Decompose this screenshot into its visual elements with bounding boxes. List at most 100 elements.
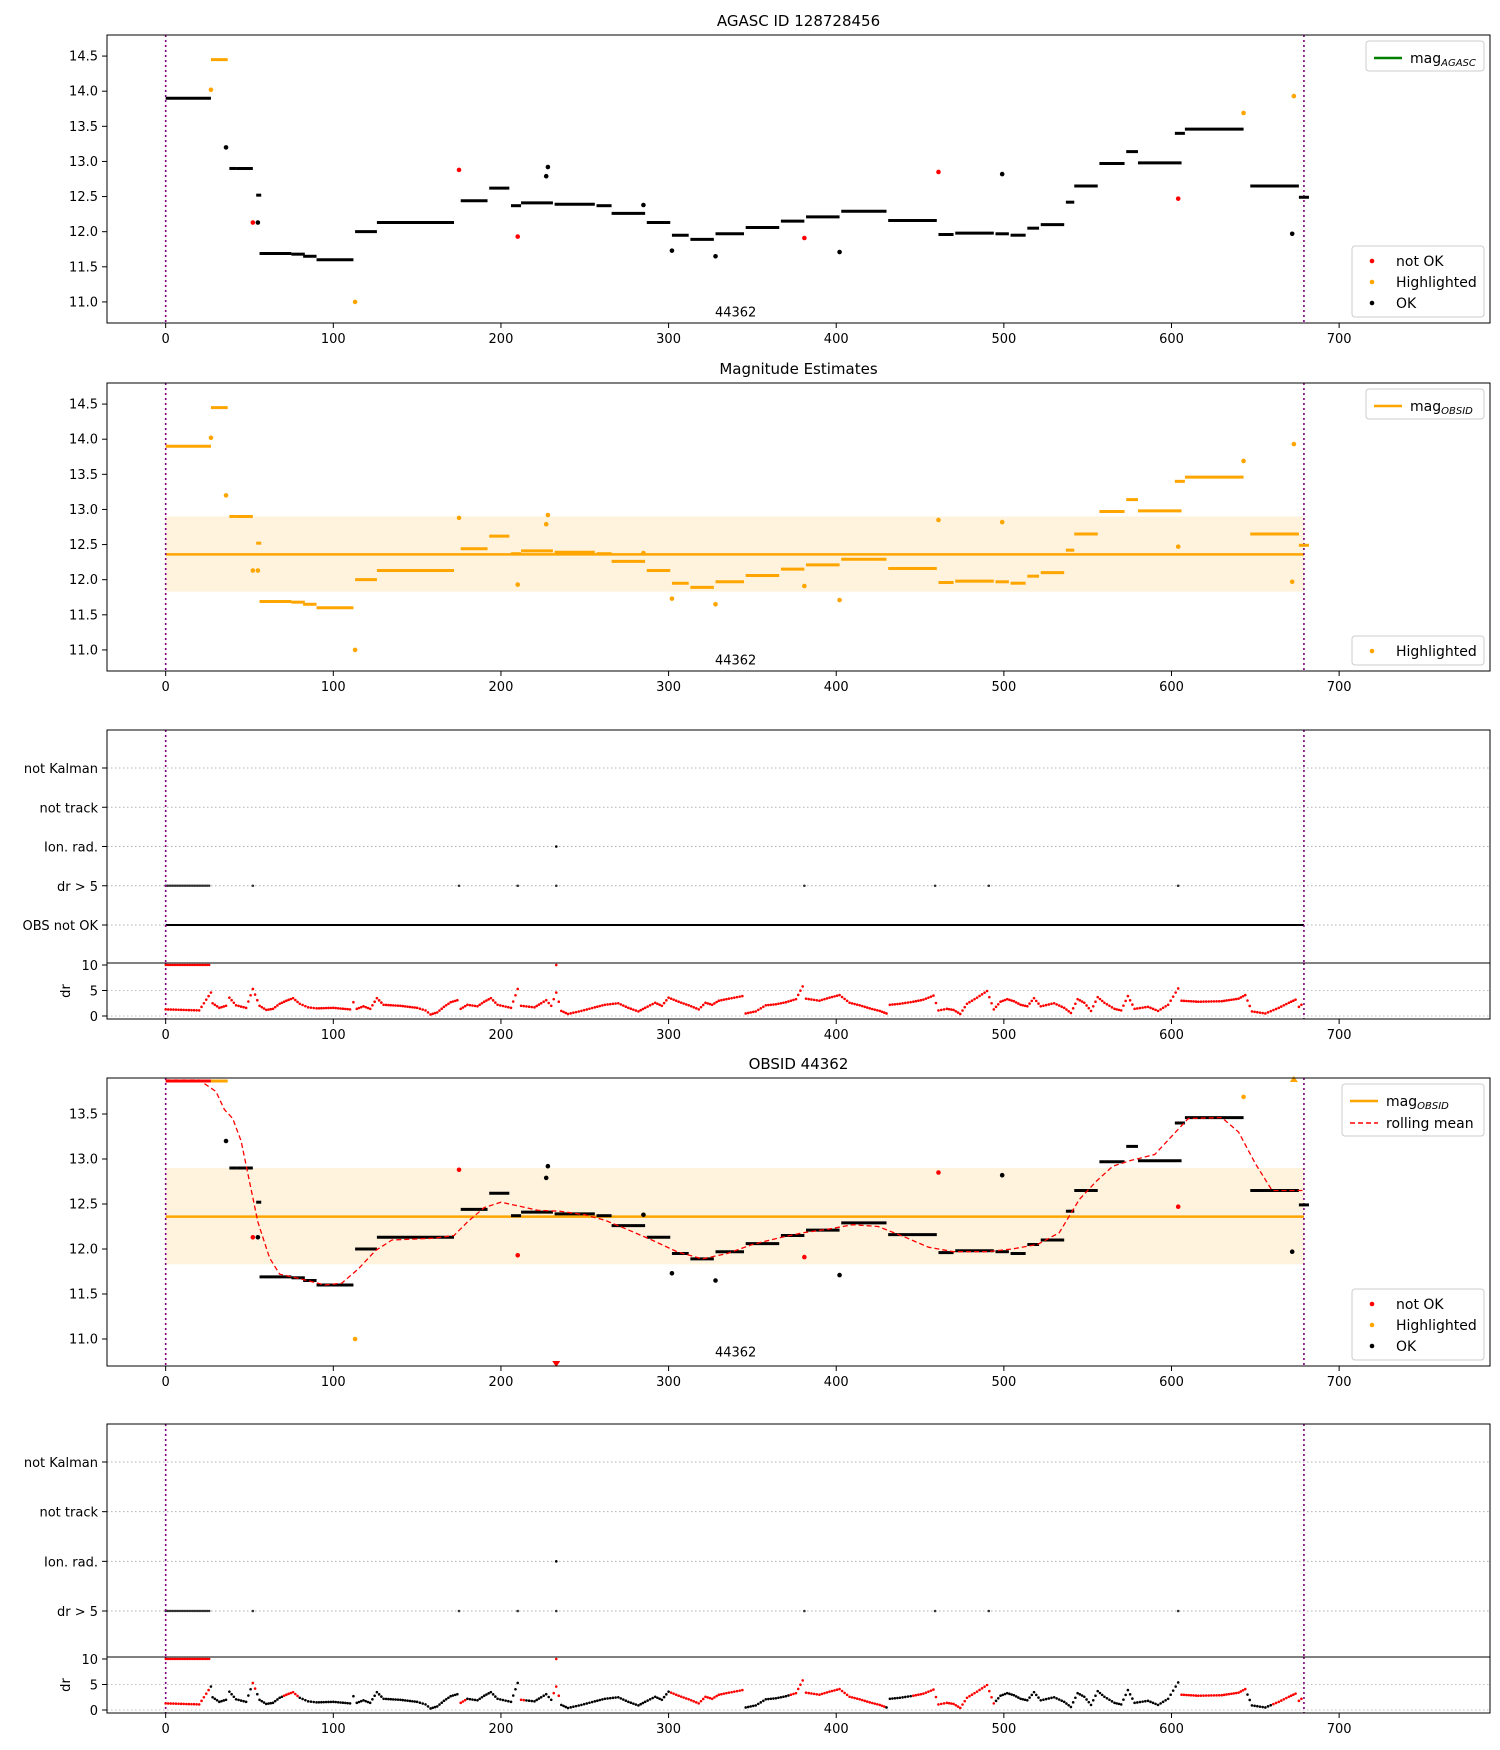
dr-point: [294, 1692, 297, 1696]
dr-point: [362, 1699, 365, 1702]
dr-point: [848, 1001, 851, 1005]
dr-point: [247, 1694, 250, 1697]
dr-over-10-marker: [167, 1657, 171, 1661]
dr-point: [784, 1694, 788, 1698]
dr-point: [1266, 1011, 1270, 1014]
ok-point: [713, 253, 718, 259]
dr-point: [1204, 1694, 1208, 1697]
dr-point: [978, 994, 981, 998]
dr-point: [970, 999, 974, 1002]
dr-point: [1258, 1705, 1262, 1708]
dr-point: [1037, 1002, 1040, 1005]
dr-point: [559, 1703, 563, 1707]
dr5-flag: [179, 884, 182, 887]
dr-point: [336, 1006, 340, 1010]
dr-point: [1019, 1003, 1022, 1007]
dr-point: [1122, 1004, 1125, 1007]
dr-point: [1300, 1697, 1303, 1701]
x-tick-label: 700: [1327, 1722, 1352, 1737]
dr-point: [810, 998, 813, 1001]
dr-point: [1144, 1005, 1147, 1009]
dr-point: [1078, 1693, 1082, 1696]
dr-point: [1156, 1009, 1160, 1013]
dr-point: [215, 1699, 219, 1702]
dr-point: [511, 1694, 515, 1697]
dr-point: [1017, 1002, 1020, 1005]
dr-point: [312, 1700, 316, 1704]
dr-point: [242, 1005, 245, 1009]
dr-point: [601, 1698, 604, 1701]
dr-point: [1241, 994, 1245, 998]
dr-point: [1164, 1699, 1167, 1702]
legend-box: [1351, 635, 1485, 666]
x-tick-label: 700: [1327, 1375, 1352, 1390]
dr-point: [1078, 999, 1082, 1002]
dr-point: [947, 1701, 951, 1705]
dr-point: [942, 1702, 946, 1705]
dr-over-10-marker: [166, 963, 169, 967]
dr-point: [787, 1694, 790, 1697]
not-ok-point: [936, 169, 941, 175]
dr-point: [213, 1697, 217, 1701]
dr5-flag: [198, 884, 201, 887]
highlighted-point: [352, 647, 358, 653]
dr5-flag: [203, 1609, 206, 1613]
dr-point: [1156, 1703, 1160, 1707]
dr-point: [329, 1700, 333, 1704]
dr-point: [1146, 1699, 1150, 1703]
dr-point: [606, 1003, 609, 1006]
dr-point: [228, 1690, 231, 1693]
dr-point: [211, 1695, 214, 1699]
ok-point: [223, 1138, 229, 1144]
highlighted-point: [255, 568, 261, 573]
dr-point: [945, 1701, 949, 1705]
dr-over-10-marker: [198, 963, 201, 967]
dr-point: [1269, 1703, 1273, 1707]
dr-point: [1246, 1693, 1249, 1696]
dr-point: [818, 999, 821, 1002]
dr-point: [278, 1696, 281, 1700]
dr-point: [572, 1011, 575, 1015]
dr-point: [756, 1008, 760, 1012]
dr-point: [406, 1005, 409, 1008]
dr-point: [689, 1699, 693, 1702]
dr-over-10-marker: [172, 963, 176, 967]
dr-point: [489, 996, 493, 1000]
panel-obsid: OBSID 44362 44362 0 100 200 300 400 500 600 700 11…: [69, 1055, 1491, 1390]
dr-point: [415, 1006, 419, 1010]
dr-point: [539, 1001, 543, 1005]
dr-point: [648, 1697, 652, 1701]
dr-over-10-marker: [203, 963, 206, 967]
y-tick-label: 12.5: [69, 538, 98, 553]
dr-point: [909, 1694, 912, 1698]
dr-point: [603, 1003, 607, 1007]
dr-point: [667, 1690, 670, 1693]
dr-point: [1067, 1009, 1070, 1013]
dr-point: [1071, 1007, 1075, 1010]
dr-point: [1001, 1693, 1005, 1697]
dr-point: [1105, 1696, 1109, 1700]
dr-point: [1243, 1687, 1247, 1691]
dr-point: [514, 1687, 517, 1691]
dr-point: [999, 1000, 1002, 1004]
flag-label: not Kalman: [24, 762, 98, 777]
dr-point: [1207, 1694, 1211, 1697]
dr-point: [530, 1005, 534, 1009]
dr-point: [754, 1010, 758, 1013]
y-tick-label: 11.5: [69, 1288, 98, 1303]
dr-point: [195, 1703, 198, 1706]
dr5-flag: [167, 884, 171, 887]
dr-point: [1161, 1006, 1165, 1010]
dr-point: [1034, 1693, 1038, 1697]
dr-point: [267, 1702, 270, 1705]
dr-point: [865, 1006, 869, 1009]
dr-point: [1294, 998, 1297, 1001]
dr-point: [1133, 1701, 1136, 1705]
dr-point: [858, 1003, 861, 1007]
legend-point-label: OK: [1396, 296, 1417, 312]
dr-point: [312, 1006, 316, 1010]
dr-point: [522, 1004, 526, 1008]
dr-point: [1126, 1688, 1130, 1692]
dr-point: [1202, 1694, 1205, 1697]
dr-point: [725, 997, 728, 1001]
